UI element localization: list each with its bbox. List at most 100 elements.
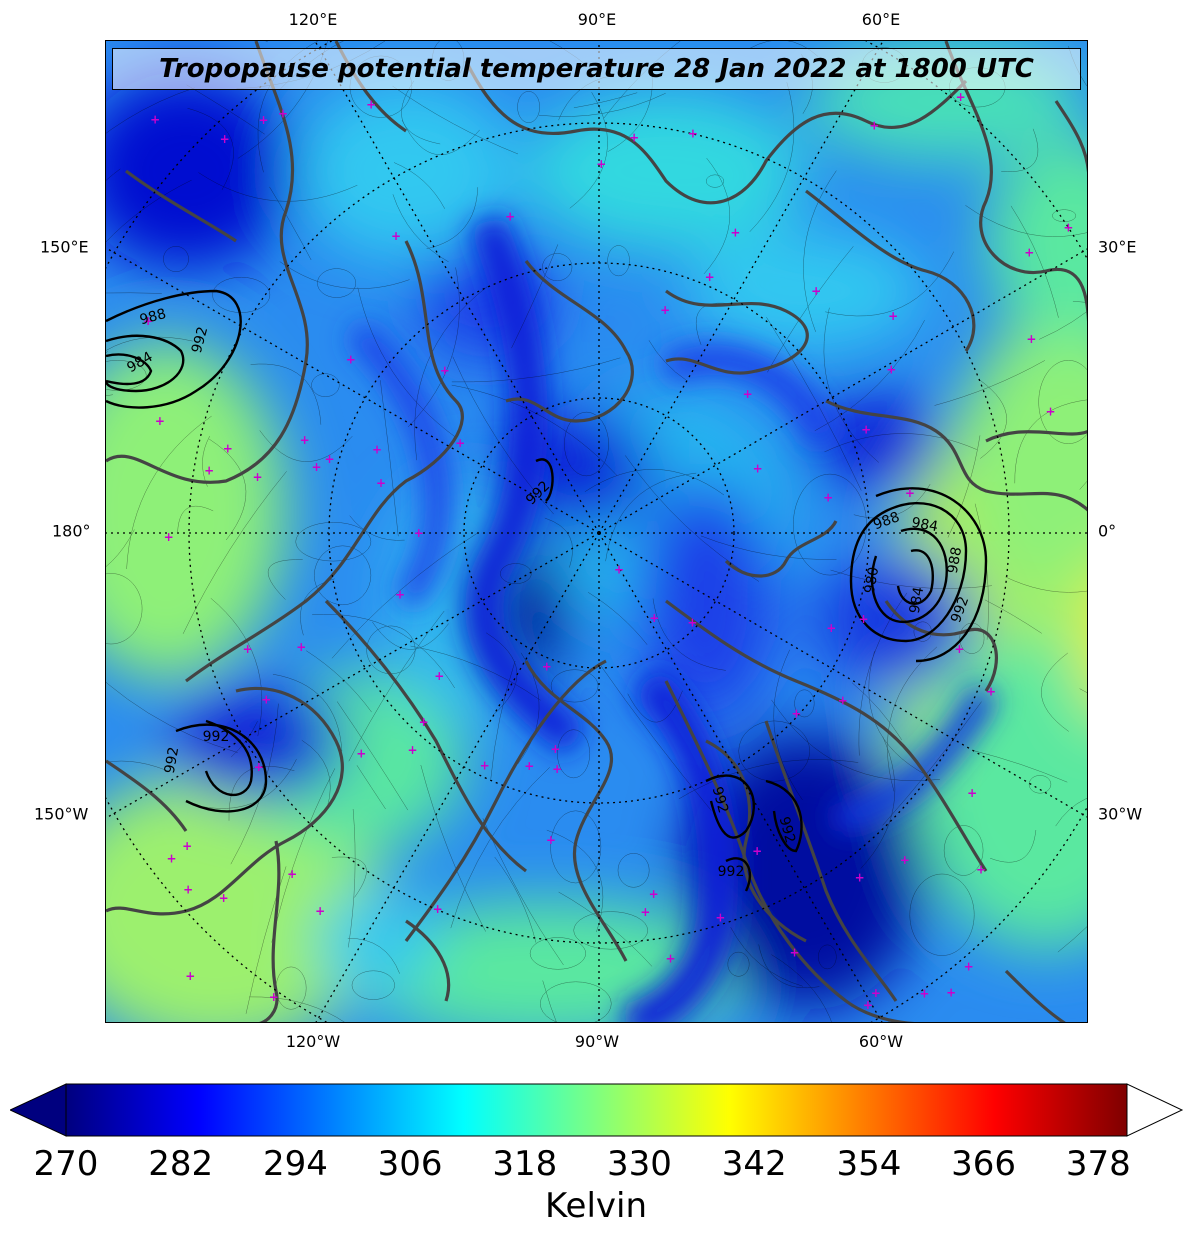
theta-contour-line <box>331 856 367 898</box>
station-marker: + <box>869 119 879 133</box>
theta-contour-ring <box>727 951 750 977</box>
station-marker: + <box>550 742 560 756</box>
theta-contour-line <box>1014 399 1087 484</box>
colorbar-extend-low <box>10 1083 67 1137</box>
station-marker: + <box>861 423 871 437</box>
theta-contour-line <box>974 503 989 640</box>
theta-contour-ring <box>738 720 810 782</box>
station-marker: + <box>434 669 444 683</box>
station-marker: + <box>640 905 650 919</box>
station-marker: + <box>143 314 153 328</box>
station-marker: + <box>596 157 606 171</box>
station-marker: + <box>660 303 670 317</box>
theta-contour-line <box>198 172 358 202</box>
theta-contour-ring <box>351 970 395 1000</box>
theta-contour-ring <box>163 246 189 272</box>
theta-contour-line <box>652 598 726 671</box>
lon-label-top: 90°E <box>577 10 617 29</box>
station-marker: + <box>269 990 279 1004</box>
colorbar-tick-label: 342 <box>721 1144 787 1184</box>
theta-contour-line <box>1041 652 1069 732</box>
theta-contour-line <box>860 736 896 869</box>
station-marker: + <box>863 998 873 1012</box>
theta-contour-line <box>450 767 550 929</box>
station-marker: + <box>204 464 214 478</box>
theta-contour-line <box>1005 576 1087 593</box>
theta-contour-ring <box>909 873 975 956</box>
theta-contour-line <box>451 384 617 476</box>
station-marker: + <box>219 891 229 905</box>
theta-contour-line <box>851 682 903 741</box>
station-marker: + <box>743 387 753 401</box>
colorbar-tick-label: 366 <box>951 1144 1017 1184</box>
theta-contour-line <box>237 41 328 159</box>
lon-label-left: 150°W <box>34 804 89 824</box>
theta-contour-line <box>830 569 992 589</box>
station-marker: + <box>888 309 898 323</box>
station-marker: + <box>311 460 321 474</box>
theta-contour-ring <box>106 573 143 645</box>
theta-contour-line <box>230 721 258 758</box>
station-marker: + <box>258 113 268 127</box>
station-marker: + <box>407 743 417 757</box>
theta-contour-line <box>814 319 925 432</box>
station-marker: + <box>324 452 334 466</box>
theta-contour-line <box>250 363 322 425</box>
theta-contour-line <box>177 506 214 533</box>
colorbar-extend-high <box>1126 1083 1184 1137</box>
theta-contour-line <box>1055 798 1087 827</box>
station-marker: + <box>185 969 195 983</box>
theta-contour-line <box>587 592 648 645</box>
theta-contour-line <box>380 380 399 537</box>
station-marker: + <box>688 126 698 140</box>
station-marker: + <box>956 90 966 104</box>
lon-label-left: 150°E <box>40 237 89 257</box>
colorbar-tick-label: 294 <box>262 1144 328 1184</box>
colorbar-tick-label: 306 <box>377 1144 443 1184</box>
station-marker: + <box>900 853 910 867</box>
theta-contour-line <box>858 592 908 756</box>
theta-contour-line <box>301 739 331 808</box>
theta-contour-line <box>767 246 854 373</box>
theta-contour-line <box>347 937 400 974</box>
lon-label-top: 120°E <box>288 10 338 29</box>
theta-contour-line <box>410 645 541 701</box>
theta-contour-line <box>210 598 263 737</box>
theta-contour-line <box>730 927 803 987</box>
map-title: Tropopause potential temperature 28 Jan … <box>112 48 1081 90</box>
theta-contour-line <box>584 469 725 496</box>
station-marker: + <box>791 707 801 721</box>
station-marker: + <box>480 758 490 772</box>
station-marker: + <box>954 642 964 656</box>
theta-contour-line <box>984 599 1042 634</box>
theta-contour-ring <box>317 268 357 298</box>
station-marker: + <box>614 563 624 577</box>
theta-contour-line <box>882 701 982 826</box>
theta-contour-line <box>392 85 519 155</box>
colorbar-tick-label: 282 <box>148 1144 214 1184</box>
lon-label-bottom: 120°W <box>285 1032 341 1051</box>
theta-contour-line <box>947 435 981 538</box>
station-marker: + <box>855 870 865 884</box>
theta-contour-line <box>573 92 638 109</box>
theta-contour-ring <box>943 825 984 876</box>
station-marker: + <box>261 693 271 707</box>
theta-contour-line <box>259 430 353 462</box>
station-marker: + <box>838 693 848 707</box>
station-marker: + <box>1024 246 1034 260</box>
theta-contour-line <box>452 356 554 515</box>
theta-contour-line <box>544 517 573 568</box>
theta-contour-line <box>106 168 121 181</box>
station-marker: + <box>665 951 675 965</box>
theta-contour-line <box>749 82 795 232</box>
theta-contour-line <box>182 471 287 634</box>
station-marker: + <box>150 113 160 127</box>
station-marker: + <box>166 851 176 865</box>
theta-contour-line <box>973 750 1068 783</box>
theta-contour-line <box>542 980 557 1022</box>
station-marker: + <box>871 986 881 1000</box>
theta-contour-line <box>853 483 931 519</box>
theta-field-streamers <box>347 213 999 1022</box>
theta-contour-line <box>357 287 457 439</box>
theta-contour-line <box>934 360 1046 406</box>
